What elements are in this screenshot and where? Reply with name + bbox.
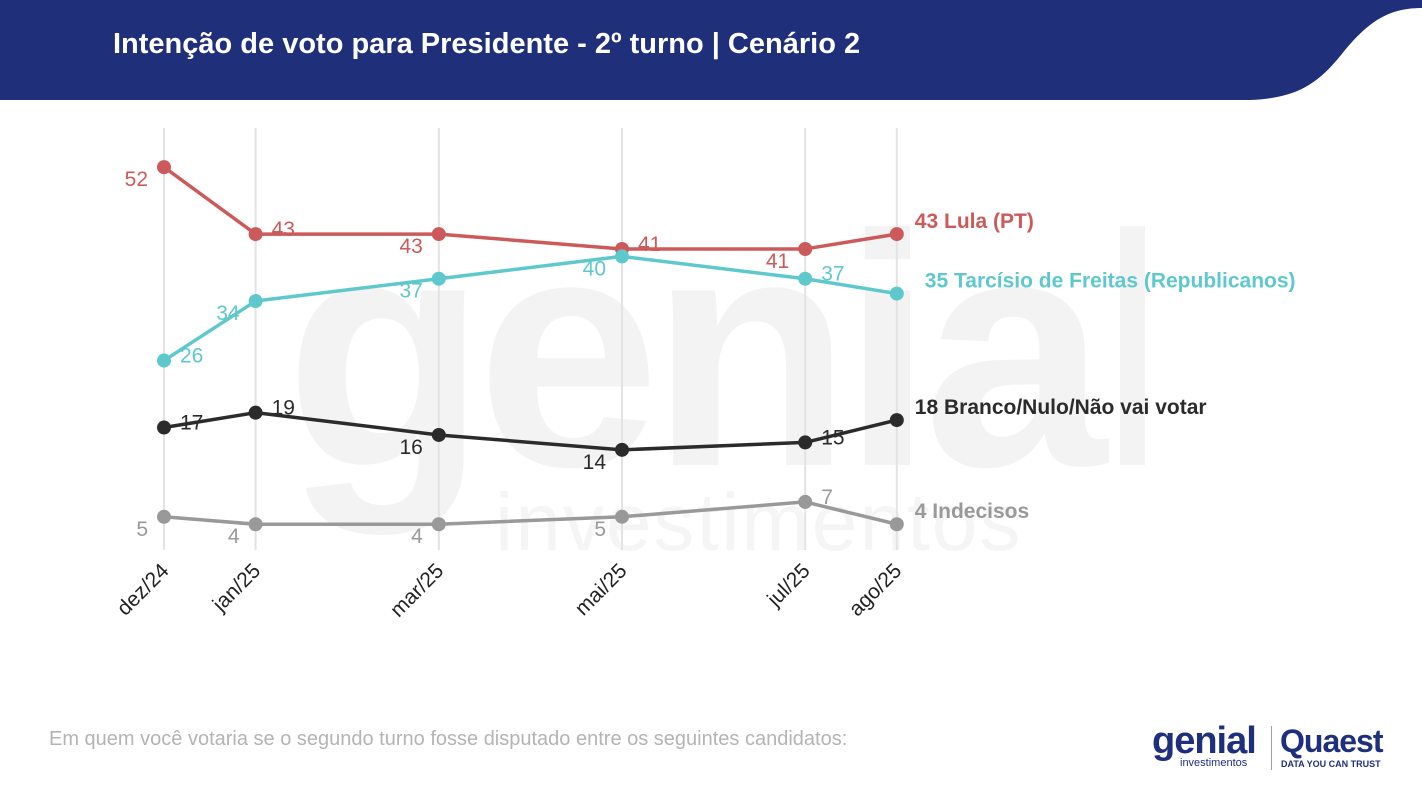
data-label: 7 [821, 486, 833, 509]
quaest-logo: Quaest [1280, 723, 1383, 759]
data-label: 52 [125, 168, 148, 191]
data-label: 4 [228, 525, 240, 548]
data-point [431, 517, 446, 532]
x-tick-label: ago/25 [845, 559, 907, 621]
genial-logo: genial [1152, 720, 1257, 762]
x-axis-ticks: dez/24 jan/25 mar/25 mai/25 jul/25 ago/25 [113, 559, 907, 622]
header-background [0, 0, 1422, 100]
series-end-label: 4 Indecisos [915, 500, 1029, 523]
x-tick-label: mai/25 [571, 559, 632, 620]
data-point [889, 227, 904, 242]
logo-divider [1271, 726, 1272, 770]
series-line [163, 254, 898, 363]
data-label: 17 [180, 412, 203, 435]
data-point [157, 420, 171, 435]
data-label: 4 [411, 525, 423, 548]
x-tick-label: mar/25 [386, 559, 448, 621]
data-point [248, 294, 263, 309]
data-point [431, 227, 446, 242]
series-end-label: 35 Tarcísio de Freitas (Republicanos) [925, 270, 1296, 293]
data-point [615, 442, 629, 457]
series-0: 52 43 43 41 41 43 Lula (PT) [125, 160, 1034, 273]
data-label: 41 [766, 250, 789, 273]
data-label: 41 [638, 233, 661, 256]
series-end-label: 43 Lula (PT) [915, 210, 1034, 233]
data-point [889, 517, 904, 532]
data-point [248, 517, 263, 532]
series-line [162, 165, 898, 251]
x-tick-label: jul/25 [762, 559, 814, 611]
data-label: 14 [583, 451, 607, 474]
data-point [798, 435, 813, 450]
logos: genial investimentos Quaest DATA YOU CAN… [1150, 722, 1390, 774]
data-label: 5 [594, 518, 606, 541]
data-point [248, 405, 263, 420]
data-point [889, 286, 904, 301]
data-label: 5 [136, 518, 148, 541]
series-line [163, 410, 898, 452]
data-point [615, 509, 629, 524]
series-1: 26 34 37 40 37 35 Tarcísio de Freitas (Republ… [157, 249, 1296, 368]
data-point [157, 353, 171, 368]
series-2: 17 19 16 14 15 18 Branco/Nulo/Não vai votar [157, 396, 1207, 474]
data-point [798, 241, 813, 256]
data-point [615, 249, 629, 264]
data-point [798, 494, 813, 509]
data-point [157, 160, 171, 175]
data-point [889, 413, 904, 428]
data-point [798, 271, 813, 286]
data-label: 43 [399, 235, 422, 258]
data-label: 34 [216, 302, 240, 325]
question-footnote: Em quem você votaria se o segundo turno … [49, 728, 848, 750]
data-point [431, 427, 446, 442]
series-line [163, 500, 898, 526]
data-label: 16 [399, 436, 422, 459]
data-label: 19 [272, 397, 295, 420]
series-layer: 52 43 43 41 41 43 Lula (PT) 26 34 37 40 37 35 Tarcí… [125, 160, 1296, 548]
series-end-label: 18 Branco/Nulo/Não vai votar [915, 396, 1207, 419]
data-label: 43 [272, 218, 295, 241]
data-label: 40 [583, 257, 606, 280]
data-label: 37 [399, 280, 422, 303]
quaest-tagline: DATA YOU CAN TRUST [1281, 759, 1381, 769]
data-point [157, 509, 171, 524]
grid-lines [163, 128, 898, 550]
page-title: Intenção de voto para Presidente - 2º tu… [113, 28, 861, 60]
data-label: 26 [180, 345, 203, 368]
data-label: 37 [821, 263, 844, 286]
data-point [431, 271, 446, 286]
x-tick-label: dez/24 [113, 559, 174, 620]
data-point [248, 227, 263, 242]
x-tick-label: jan/25 [208, 559, 265, 616]
series-3: 5 4 4 5 7 4 Indecisos [136, 486, 1029, 548]
data-label: 15 [821, 426, 844, 449]
header-banner: Intenção de voto para Presidente - 2º tu… [0, 0, 1422, 100]
genial-logo-subtitle: investimentos [1180, 757, 1248, 769]
line-chart: 52 43 43 41 41 43 Lula (PT) 26 34 37 40 37 35 Tarcí… [113, 128, 1296, 622]
